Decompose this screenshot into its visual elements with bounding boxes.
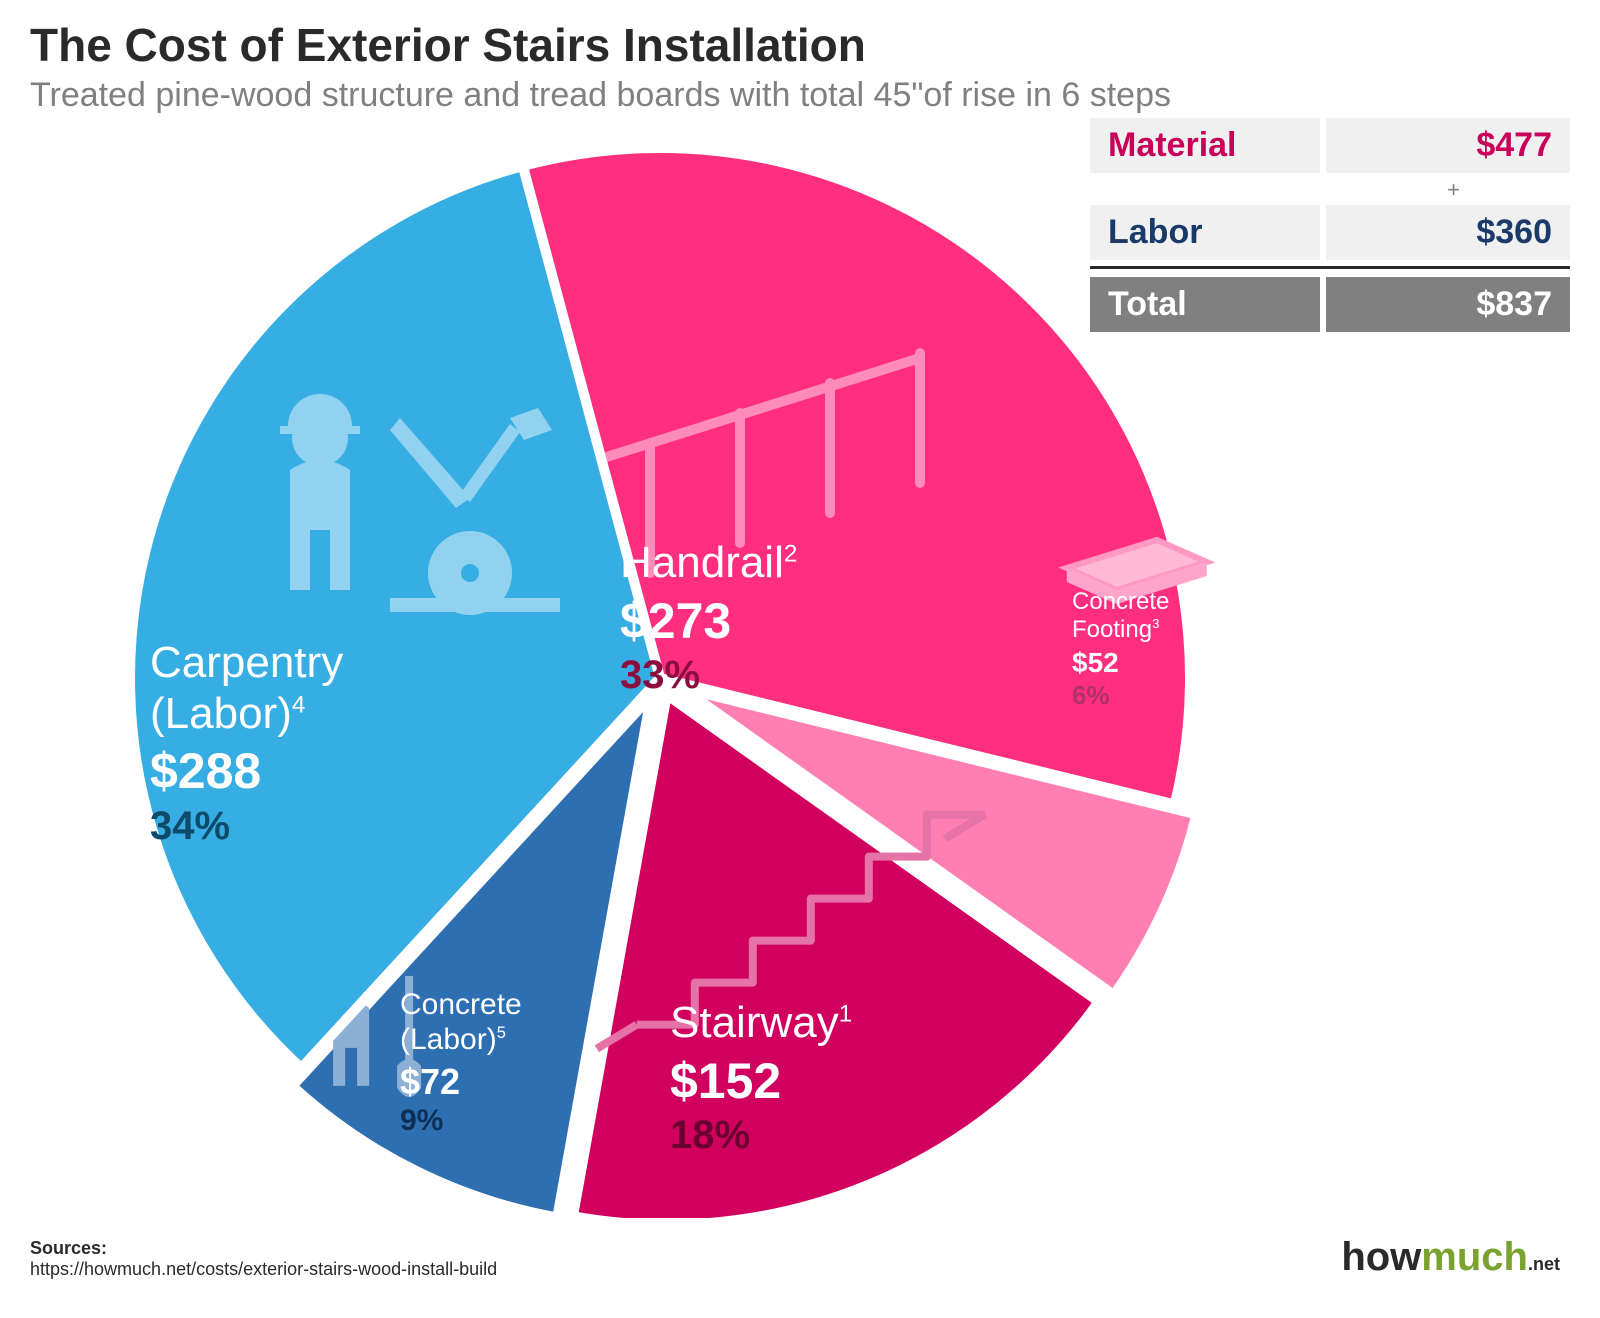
summary-labor-value: $360 [1326,205,1570,260]
slice-amount: $52 [1072,647,1260,679]
slice-label-handrail: Handrail2$27333% [620,538,797,698]
slice-label-concrete_labor: Concrete(Labor)5$729% [400,988,522,1139]
slice-amount: $152 [670,1053,852,1111]
logo-part-much: much [1421,1235,1528,1279]
slice-name: Concrete Footing3 [1072,588,1260,643]
slice-name: Concrete(Labor)5 [400,988,522,1057]
sources-text: https://howmuch.net/costs/exterior-stair… [30,1259,497,1279]
summary-material-value: $477 [1326,118,1570,173]
page-subtitle: Treated pine-wood structure and tread bo… [30,76,1171,115]
page-title: The Cost of Exterior Stairs Installation [30,18,866,72]
slice-amount: $273 [620,593,797,651]
slice-amount: $288 [150,743,343,801]
summary-total-value: $837 [1326,277,1570,332]
slice-percent: 6% [1072,681,1260,711]
slice-label-carpentry_labor: Carpentry(Labor)4$28834% [150,638,343,849]
slice-percent: 18% [670,1112,852,1158]
slice-percent: 33% [620,652,797,698]
slice-name: Handrail2 [620,538,797,589]
slice-name: Carpentry(Labor)4 [150,638,343,739]
logo-part-net: .net [1528,1254,1560,1274]
howmuch-logo: howmuch.net [1341,1235,1560,1280]
slice-label-stairway: Stairway1$15218% [670,998,852,1158]
slice-percent: 9% [400,1104,522,1139]
slice-percent: 34% [150,803,343,849]
sources-block: Sources: https://howmuch.net/costs/exter… [30,1238,497,1280]
slice-name: Stairway1 [670,998,852,1049]
sources-label: Sources: [30,1238,107,1258]
slice-label-concrete_footing: Concrete Footing3 $526% [1072,588,1260,711]
logo-part-how: how [1341,1235,1421,1279]
slice-amount: $72 [400,1061,522,1102]
pie-chart: Handrail2$27333% Concrete Footing3 $526% St… [60,118,1260,1218]
